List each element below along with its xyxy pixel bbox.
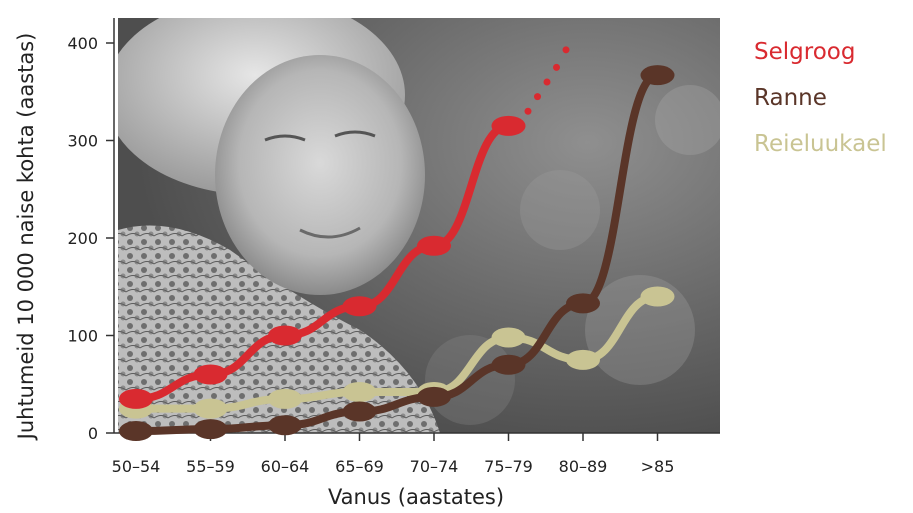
background-photo [118, 18, 720, 433]
projection-dot-selgroog-4 [562, 46, 570, 54]
y-tick-label-0: 0 [88, 424, 98, 443]
data-point-reieluukael-6 [566, 349, 600, 370]
x-tick-label-3: 65–69 [335, 457, 384, 476]
y-tick-label-200: 200 [67, 229, 98, 248]
data-point-ranne-6 [566, 293, 600, 314]
data-point-selgroog-0 [119, 388, 153, 409]
series-selgroog [119, 46, 570, 409]
x-tick-label-4: 70–74 [410, 457, 459, 476]
data-point-selgroog-3 [342, 296, 377, 317]
data-point-selgroog-1 [193, 364, 228, 385]
data-point-ranne-5 [491, 354, 526, 375]
projection-dot-selgroog-0 [524, 107, 532, 115]
data-point-selgroog-4 [417, 235, 451, 256]
data-point-selgroog-5 [491, 115, 526, 136]
x-tick-label-0: 50–54 [112, 457, 161, 476]
legend-label-reieluukael: Reieluukael [754, 131, 887, 157]
series-layer [119, 46, 675, 442]
x-tick-label-6: 80–89 [559, 457, 608, 476]
data-point-ranne-7 [640, 65, 675, 86]
x-tick-label-5: 75–79 [484, 457, 533, 476]
legend-label-selgroog: Selgroog [754, 39, 855, 65]
projection-dot-selgroog-3 [553, 63, 560, 71]
x-tick-label-2: 60–64 [261, 457, 310, 476]
data-point-ranne-3 [342, 401, 377, 422]
x-axis: 50–54 55–59 60–64 65–69 70–74 75–79 80–89 >85 [112, 432, 720, 476]
data-point-ranne-4 [417, 386, 451, 407]
x-tick-label-1: 55–59 [186, 457, 235, 476]
series-ranne [119, 65, 675, 442]
data-point-ranne-1 [193, 419, 228, 440]
data-point-ranne-0 [119, 421, 153, 442]
data-point-reieluukael-5 [491, 327, 526, 348]
data-point-reieluukael-7 [640, 286, 675, 307]
projection-dot-selgroog-2 [543, 78, 551, 86]
y-tick-label-400: 400 [67, 34, 98, 53]
data-point-selgroog-2 [268, 325, 302, 346]
y-tick-label-100: 100 [67, 327, 98, 346]
x-tick-label-7: >85 [641, 457, 675, 476]
legend: Selgroog Ranne Reieluukael [754, 39, 887, 157]
data-point-reieluukael-2 [268, 388, 302, 409]
y-axis: 0 100 200 300 400 [67, 18, 115, 443]
data-point-ranne-2 [268, 415, 302, 436]
data-point-reieluukael-3 [342, 382, 377, 403]
y-axis-title: Juhtumeid 10 000 naise kohta (aastas) [14, 33, 38, 442]
data-point-reieluukael-1 [193, 398, 228, 419]
x-axis-title: Vanus (aastates) [328, 485, 504, 509]
y-tick-label-300: 300 [67, 132, 98, 151]
projection-dot-selgroog-1 [534, 93, 541, 101]
legend-label-ranne: Ranne [754, 85, 827, 111]
